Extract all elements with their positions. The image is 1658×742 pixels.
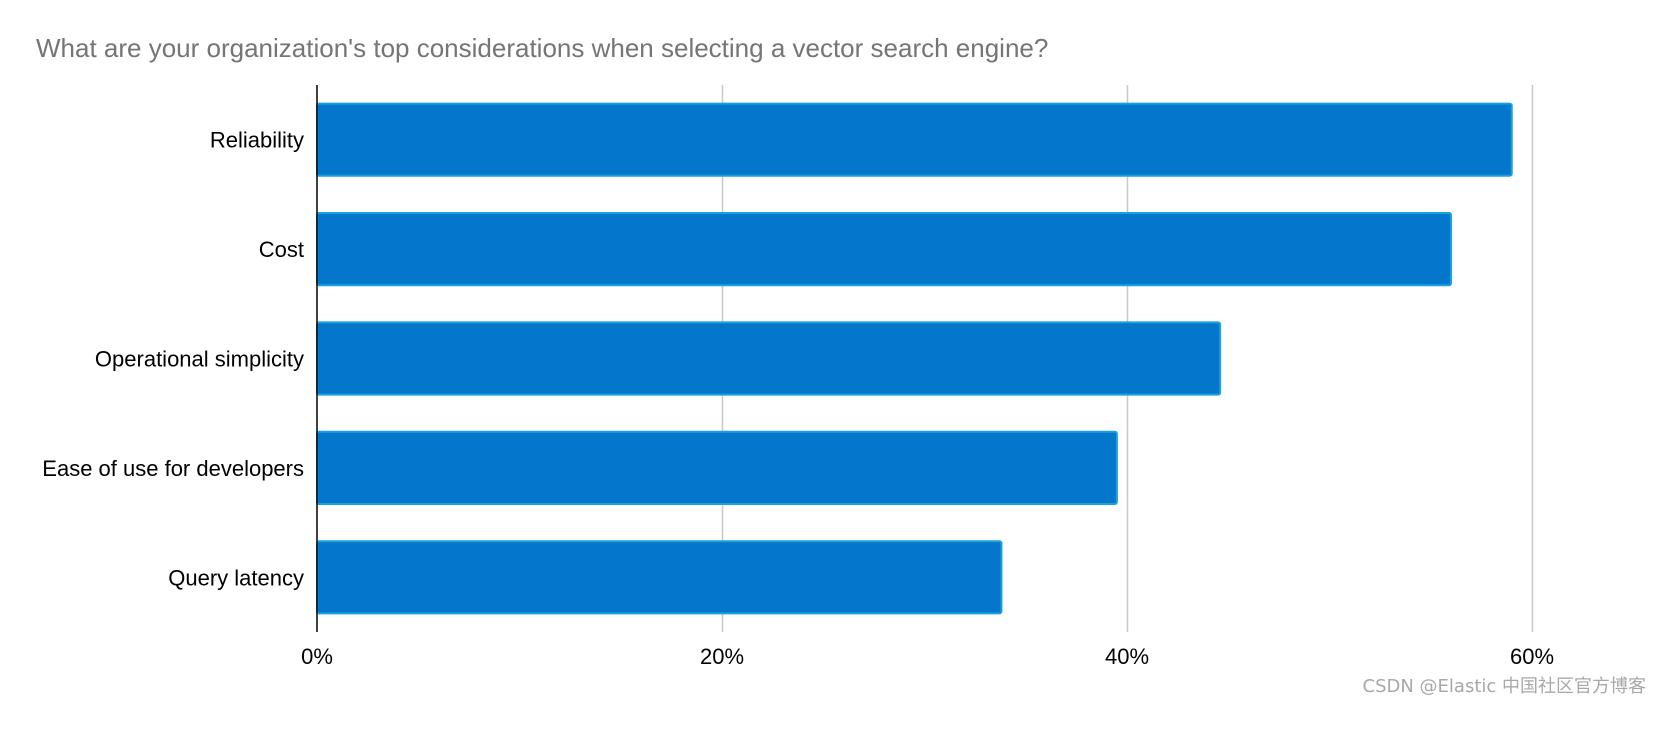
category-labels: Reliability Cost Operational simplicity Eas… [42, 128, 304, 591]
category-label: Cost [259, 237, 304, 262]
x-tick-label: 0% [301, 644, 333, 669]
bars [316, 102, 1513, 615]
bar-ease-of-use-for-developers [316, 430, 1118, 506]
category-label: Ease of use for developers [42, 456, 304, 481]
x-tick-label: 40% [1105, 644, 1149, 669]
watermark: CSDN @Elastic 中国社区官方博客 [1363, 676, 1647, 697]
category-label: Query latency [168, 565, 304, 590]
x-tick-label: 60% [1510, 644, 1554, 669]
bar-operational-simplicity [316, 321, 1222, 396]
category-label: Reliability [210, 128, 304, 153]
bar-cost [316, 211, 1452, 287]
x-tick-label: 20% [700, 644, 744, 669]
bar-query-latency [316, 540, 1003, 615]
category-label: Operational simplicity [95, 347, 304, 372]
x-tick-labels: 0% 20% 40% 60% [301, 644, 1554, 669]
bar-reliability [316, 102, 1513, 177]
chart-title: What are your organization's top conside… [36, 33, 1048, 63]
